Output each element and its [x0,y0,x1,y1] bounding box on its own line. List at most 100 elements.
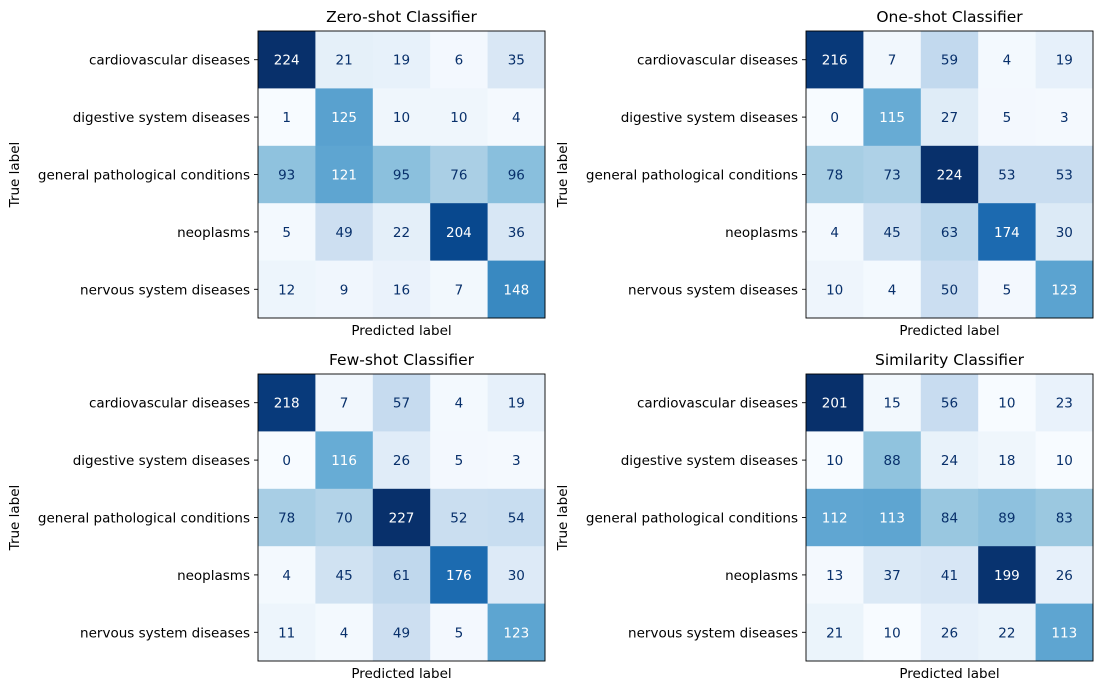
x-axis-label: Predicted label [899,666,999,682]
heatmap-cell [315,31,374,89]
y-tick-label: nervous system diseases [80,282,250,298]
heatmap-cell [372,88,431,147]
cell-value-label: 53 [1056,168,1073,184]
cell-value-label: 5 [282,225,291,241]
heatmap-cell [430,31,489,89]
chart-title: Few-shot Classifier [329,351,475,369]
cell-value-label: 70 [336,511,353,527]
y-tick-label: general pathological conditions [586,168,798,184]
heatmap-cell [978,603,1037,662]
cell-value-label: 57 [393,396,410,412]
cell-value-label: 4 [888,282,897,298]
heatmap-cell [806,145,864,204]
cell-value-label: 23 [1056,396,1073,412]
cell-value-label: 116 [331,453,357,469]
y-tick-label: digestive system diseases [621,110,798,126]
heatmap-cell [978,88,1037,147]
cell-value-label: 12 [278,282,295,298]
heatmap-cell [1035,374,1094,432]
cell-value-label: 1 [282,110,291,126]
heatmap-cell [920,603,979,662]
cell-value-label: 123 [1051,282,1077,298]
y-tick-label: nervous system diseases [80,625,250,641]
heatmap-cell [978,31,1037,89]
heatmap-cell [372,31,431,89]
heatmap-cell [430,260,489,319]
heatmap-cell [258,603,316,662]
cell-value-label: 10 [1056,453,1073,469]
cell-value-label: 204 [446,225,472,241]
heatmap-cell [487,203,546,262]
heatmap-cell [372,431,431,490]
cell-value-label: 201 [822,396,848,412]
cell-value-label: 18 [998,453,1015,469]
cell-value-label: 93 [278,168,295,184]
heatmap-cell [372,488,431,547]
heatmap-cell [487,260,546,319]
heatmap-cell [920,88,979,147]
cell-value-label: 56 [941,396,958,412]
heatmap-cell [258,145,316,204]
heatmap-cell [487,31,546,89]
y-tick-label: neoplasms [177,568,250,584]
heatmap-cell [920,546,979,605]
cell-value-label: 11 [278,625,295,641]
heatmap-cell [430,546,489,605]
heatmap-cell [806,260,864,319]
heatmap-cell [806,374,864,432]
heatmap-cell [978,145,1037,204]
cell-value-label: 4 [512,110,521,126]
cell-value-label: 10 [826,282,843,298]
heatmap-cell [863,431,922,490]
heatmap-cell [487,88,546,147]
cell-value-label: 45 [336,568,353,584]
cell-value-label: 113 [1051,625,1077,641]
cell-value-label: 218 [274,396,300,412]
heatmap-cell [372,374,431,432]
heatmap-cell [315,203,374,262]
heatmap-cell [1035,260,1094,319]
heatmap-cell [863,488,922,547]
y-tick-label: digestive system diseases [621,453,798,469]
cell-value-label: 5 [1003,110,1012,126]
heatmap-cell [806,603,864,662]
heatmap-cell [1035,546,1094,605]
heatmap-cell [487,488,546,547]
cell-value-label: 10 [450,110,467,126]
cell-value-label: 199 [994,568,1020,584]
cell-value-label: 88 [884,453,901,469]
heatmap-cell [372,203,431,262]
y-axis-label: True label [555,142,571,209]
cell-value-label: 49 [393,625,410,641]
heatmap-cell [372,260,431,319]
cell-value-label: 84 [941,511,958,527]
heatmap-cell [315,88,374,147]
cell-value-label: 52 [450,511,467,527]
y-tick-label: neoplasms [177,225,250,241]
heatmap-cell [863,546,922,605]
cell-value-label: 0 [830,110,839,126]
heatmap-cell [920,31,979,89]
heatmap-cell [315,145,374,204]
heatmap-cell [920,431,979,490]
heatmap-cell [372,145,431,204]
y-tick-label: nervous system diseases [628,282,798,298]
cell-value-label: 3 [512,453,521,469]
heatmap-cell [863,145,922,204]
heatmap-cell [315,546,374,605]
cell-value-label: 6 [455,53,464,69]
y-tick-label: cardiovascular diseases [637,396,798,412]
cell-value-label: 224 [274,53,300,69]
heatmap-cell [430,431,489,490]
cell-value-label: 22 [393,225,410,241]
heatmap-cell [258,88,316,147]
heatmap-cell [258,260,316,319]
cell-value-label: 123 [503,625,529,641]
cell-value-label: 26 [393,453,410,469]
cell-value-label: 113 [879,511,905,527]
heatmap-cell [487,374,546,432]
heatmap-cell [1035,203,1094,262]
cell-value-label: 50 [941,282,958,298]
cell-value-label: 95 [393,168,410,184]
cell-value-label: 19 [393,53,410,69]
